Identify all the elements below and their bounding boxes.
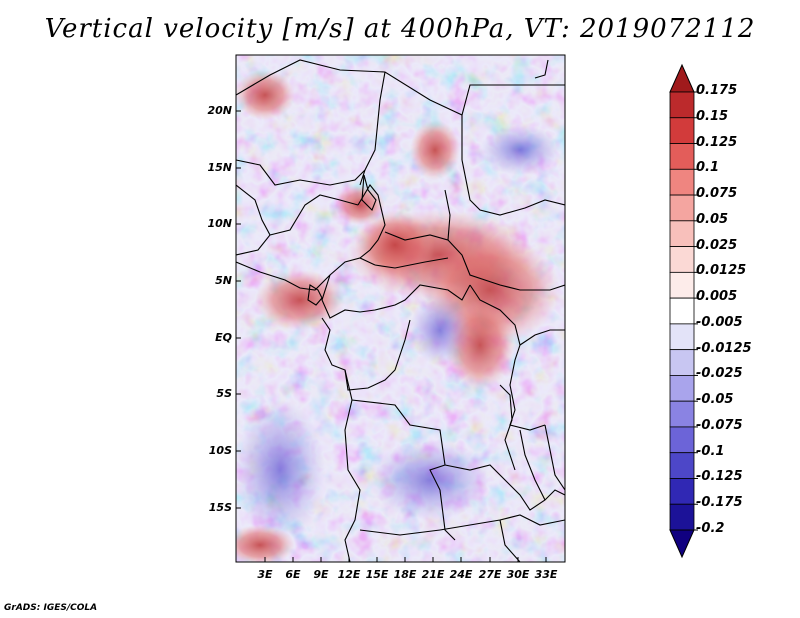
colorbar-segment: [669, 426, 695, 454]
colorbar-segment: [669, 297, 695, 325]
lon-label: 27E: [478, 568, 502, 581]
colorbar-label: -0.05: [696, 392, 734, 408]
colorbar-label: -0.1: [696, 443, 725, 459]
colorbar-segment: [669, 168, 695, 196]
lon-label: 6E: [285, 568, 301, 581]
footer-credit: GrADS: IGES/COLA: [4, 603, 98, 613]
lon-label: 12E: [337, 568, 361, 581]
lon-label: 30E: [506, 568, 530, 581]
colorbar-segment: [669, 271, 695, 299]
lat-label: 5S: [216, 387, 232, 400]
lon-label: 18E: [393, 568, 417, 581]
lon-label: 33E: [534, 568, 558, 581]
colorbar-label: 0.0125: [696, 263, 747, 279]
lat-label: 15N: [207, 161, 232, 174]
colorbar-segment: [669, 220, 695, 247]
colorbar-top-triangle: [669, 63, 695, 93]
colorbar: [669, 63, 698, 559]
colorbar-label: 0.125: [696, 134, 738, 150]
lat-label: 15S: [208, 501, 232, 514]
colorbar-segment: [669, 452, 695, 479]
lon-label: 15E: [365, 568, 389, 581]
lat-label: 20N: [207, 104, 232, 117]
country-borders: [236, 59, 565, 562]
lat-label: 10S: [208, 444, 232, 457]
axis-ticks: [236, 110, 547, 562]
colorbar-segment: [669, 323, 695, 351]
colorbar-label: -0.0125: [696, 340, 752, 356]
colorbar-segment: [669, 194, 695, 222]
colorbar-label: -0.2: [696, 521, 725, 536]
map-title: Vertical velocity [m/s] at 400hPa, VT: 2…: [44, 14, 756, 44]
colorbar-segment: [669, 400, 695, 428]
colorbar-label: 0.05: [696, 211, 729, 227]
lat-label: 10N: [207, 217, 232, 230]
colorbar-label: -0.175: [696, 495, 743, 511]
colorbar-segment: [669, 91, 695, 119]
colorbar-label: -0.125: [696, 469, 743, 485]
colorbar-segment: [669, 503, 695, 531]
lon-label: 3E: [257, 568, 273, 581]
colorbar-segment: [669, 117, 695, 144]
map-frame: [235, 54, 566, 563]
colorbar-label: -0.005: [696, 314, 743, 330]
colorbar-label: 0.175: [696, 83, 738, 98]
colorbar-label: 0.075: [696, 186, 738, 202]
colorbar-segment: [669, 349, 695, 376]
colorbar-segment: [669, 478, 695, 505]
colorbar-label: 0.025: [696, 237, 738, 253]
colorbar-label: -0.075: [696, 417, 743, 433]
lat-label: EQ: [215, 331, 232, 344]
velocity-field: [236, 55, 565, 562]
lat-label: 5N: [215, 274, 232, 287]
colorbar-label: 0.15: [696, 108, 729, 124]
colorbar-segment: [669, 143, 695, 170]
colorbar-segment: [669, 375, 695, 402]
colorbar-segment: [669, 246, 695, 273]
lon-label: 21E: [421, 568, 445, 581]
lon-label: 24E: [449, 568, 473, 581]
colorbar-label: 0.005: [696, 289, 738, 305]
colorbar-label: 0.1: [696, 160, 720, 176]
colorbar-label: -0.025: [696, 366, 743, 382]
colorbar-bottom-triangle: [669, 529, 695, 559]
lon-label: 9E: [313, 568, 329, 581]
